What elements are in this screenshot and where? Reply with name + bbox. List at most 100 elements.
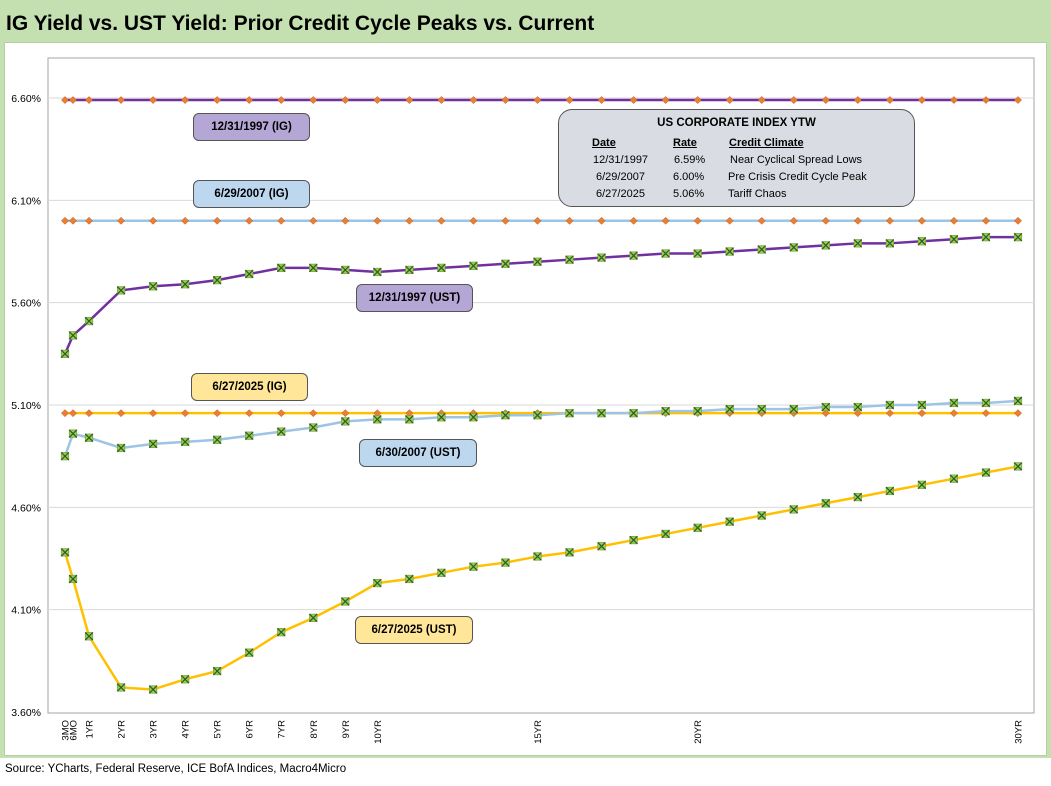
ust-marker — [661, 406, 670, 416]
ig-marker — [181, 409, 190, 418]
ust-marker — [212, 275, 222, 285]
ust-marker-cross — [212, 666, 222, 676]
ust-marker-cross — [789, 404, 798, 414]
ig-marker — [597, 96, 606, 105]
ust-marker-cross — [212, 275, 222, 285]
ust-marker — [341, 265, 350, 275]
label-6-27-2025-ust: 6/27/2025 (UST) — [355, 616, 473, 644]
ust-marker-cross — [725, 404, 734, 414]
ig-marker — [309, 96, 318, 105]
source-note: Source: YCharts, Federal Reserve, ICE Bo… — [5, 763, 347, 775]
info-row-2-climate: Pre Crisis Credit Cycle Peak — [728, 171, 867, 183]
y-tick-label: 5.60% — [11, 298, 41, 310]
ust-marker-cross — [501, 411, 510, 420]
ust-marker-cross — [757, 404, 766, 414]
ig-marker — [597, 216, 606, 225]
ust-marker-cross — [821, 499, 831, 508]
ust-marker-cross — [789, 505, 798, 514]
ust-marker-cross — [1013, 396, 1023, 406]
series-6-30-2007-ust — [60, 396, 1023, 461]
info-header-rate: Rate — [673, 137, 697, 149]
ig-marker — [629, 216, 638, 225]
ig-marker — [661, 216, 670, 225]
ig-marker — [821, 409, 830, 418]
info-header-credit-climate: Credit Climate — [729, 137, 804, 149]
ust-marker-cross — [244, 431, 254, 440]
ig-marker — [565, 216, 574, 225]
ust-marker — [821, 499, 831, 508]
ust-marker-cross — [565, 255, 574, 264]
ust-marker-cross — [949, 474, 959, 483]
ust-marker — [60, 349, 70, 359]
ust-marker — [68, 574, 78, 584]
ig-marker — [949, 216, 958, 225]
y-tick-label: 4.60% — [11, 502, 41, 514]
ust-marker-cross — [212, 435, 222, 445]
ust-marker-cross — [244, 648, 254, 657]
x-tick-label: 10YR — [373, 720, 384, 744]
ust-marker — [341, 417, 350, 426]
label-6-29-2007-ig: 6/29/2007 (IG) — [193, 180, 310, 208]
ust-marker-cross — [981, 468, 991, 477]
ig-marker — [501, 216, 510, 225]
ig-marker — [149, 96, 158, 105]
ust-marker-cross — [597, 541, 606, 551]
ust-marker-cross — [757, 511, 766, 520]
ig-marker — [181, 96, 190, 105]
ust-marker — [116, 443, 126, 453]
ust-marker — [629, 535, 638, 545]
ust-marker — [405, 265, 414, 275]
ust-marker-cross — [341, 417, 350, 426]
ig-marker — [917, 216, 926, 225]
ust-marker-cross — [725, 247, 734, 256]
series-12-31-1997-ust — [60, 232, 1023, 359]
ig-marker — [117, 409, 126, 418]
info-row-2-rate: 6.00% — [673, 171, 705, 183]
title-bar — [0, 0, 1051, 42]
ust-marker-cross — [533, 552, 542, 561]
ust-marker-cross — [917, 237, 927, 246]
ust-marker — [148, 685, 158, 694]
ust-marker — [533, 257, 542, 266]
ust-marker — [405, 574, 414, 584]
ust-marker-cross — [68, 429, 78, 438]
ig-marker — [629, 96, 638, 105]
ust-marker — [789, 505, 798, 514]
ig-marker — [1014, 216, 1022, 225]
ig-marker — [789, 216, 798, 225]
ust-marker — [725, 404, 734, 414]
info-row-3-rate: 5.06% — [673, 188, 705, 200]
x-tick-label: 4YR — [181, 720, 192, 739]
ust-marker — [1013, 462, 1023, 471]
ust-marker-cross — [60, 349, 70, 359]
ust-marker-cross — [277, 427, 286, 436]
info-header-date: Date — [592, 137, 616, 149]
ig-marker — [277, 409, 286, 418]
ust-marker — [949, 234, 959, 244]
ust-marker — [341, 597, 350, 606]
ust-marker — [725, 247, 734, 256]
ust-marker-cross — [309, 613, 318, 623]
ust-marker — [853, 492, 863, 502]
ust-marker-cross — [597, 408, 606, 418]
ust-marker-cross — [469, 261, 478, 271]
x-tick-label: 8YR — [309, 720, 320, 739]
ust-marker-cross — [148, 685, 158, 694]
ig-marker — [149, 216, 158, 225]
ust-marker — [469, 562, 478, 571]
ust-marker — [405, 415, 414, 424]
ust-marker — [597, 253, 606, 262]
ust-marker — [917, 237, 927, 246]
ig-marker — [117, 96, 126, 105]
ust-marker — [981, 468, 991, 477]
ust-marker-cross — [981, 232, 991, 242]
ust-marker-cross — [693, 406, 702, 416]
ig-marker — [821, 216, 830, 225]
info-box-title: US CORPORATE INDEX YTW — [657, 117, 816, 129]
ig-marker — [565, 96, 574, 105]
info-row-3-climate: Tariff Chaos — [728, 188, 787, 200]
ust-marker — [469, 261, 478, 271]
ig-marker — [245, 216, 254, 225]
ust-marker-cross — [373, 578, 382, 588]
